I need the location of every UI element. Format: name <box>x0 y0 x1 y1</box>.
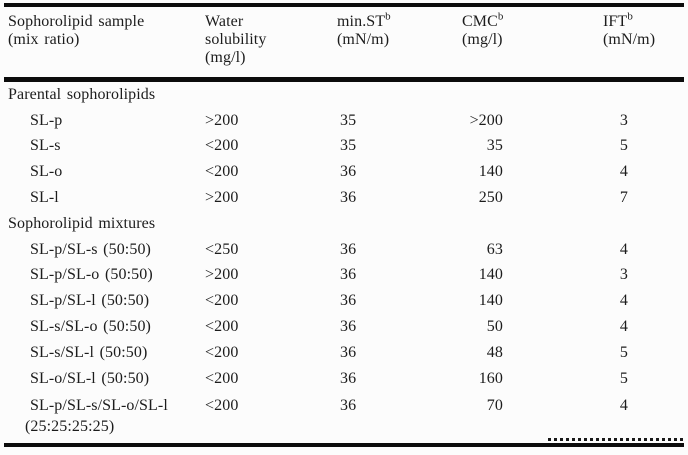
sample-label: SL-l <box>30 189 59 207</box>
water-solubility-value: <200 <box>205 292 239 310</box>
sample-label: SL-p/SL-s/SL-o/SL-l (25:25:25:25) <box>4 395 205 437</box>
cmc-value: 70 <box>486 396 503 414</box>
table-body: Parental sophorolipids SL-p >200 35 >200… <box>4 82 684 448</box>
ift-value: 4 <box>619 396 628 414</box>
ift-value: 3 <box>619 266 628 284</box>
water-solubility-value: >200 <box>205 111 239 129</box>
min-st-value: 36 <box>340 163 357 181</box>
min-st-value: 36 <box>340 343 357 361</box>
water-solubility-value: <200 <box>205 137 239 155</box>
section-header-mixtures: Sophorolipid mixtures <box>8 214 156 232</box>
table-row: SL-p >200 35 >200 3 <box>4 108 684 134</box>
cmc-value: 140 <box>478 292 503 310</box>
min-st-value: 36 <box>340 189 357 207</box>
cmc-value: 140 <box>478 266 503 284</box>
water-solubility-value: <250 <box>205 240 239 258</box>
min-st-value: 35 <box>340 137 357 155</box>
mix-ratio: (25:25:25:25) <box>25 417 115 435</box>
ift-value: 4 <box>619 318 628 336</box>
table-row: SL-p/SL-l (50:50) <200 36 140 4 <box>4 288 684 314</box>
ift-value: 5 <box>619 369 628 387</box>
sample-label: SL-o <box>30 163 63 181</box>
column-header-min-st: min.STb (mN/m) <box>337 10 391 48</box>
sample-label: SL-s/SL-l (50:50) <box>30 343 148 361</box>
water-solubility-value: <200 <box>205 343 239 361</box>
sample-label: SL-s <box>30 137 61 155</box>
cmc-value: 48 <box>486 343 503 361</box>
table-row: SL-p/SL-s (50:50) <250 36 63 4 <box>4 237 684 263</box>
sample-label: SL-o/SL-l (50:50) <box>30 369 150 387</box>
min-st-value: 36 <box>340 396 357 414</box>
column-header-ift: IFTb (mN/m) <box>603 10 656 48</box>
ift-value: 4 <box>619 292 628 310</box>
table-row: SL-s/SL-l (50:50) <200 36 48 5 <box>4 340 684 366</box>
cmc-value: 160 <box>478 369 503 387</box>
table-row: SL-s/SL-o (50:50) <200 36 50 4 <box>4 314 684 340</box>
water-solubility-value: <200 <box>205 396 239 414</box>
footnote-marker-b: b <box>497 10 504 23</box>
ift-value: 4 <box>619 240 628 258</box>
cmc-value: 50 <box>486 318 503 336</box>
table-row: SL-o/SL-l (50:50) <200 36 160 5 <box>4 366 684 392</box>
ift-value: 3 <box>619 111 628 129</box>
cmc-value: 35 <box>486 137 503 155</box>
ift-value: 4 <box>619 163 628 181</box>
ift-value: 7 <box>619 189 628 207</box>
water-solubility-value: >200 <box>205 266 239 284</box>
min-st-value: 36 <box>340 318 357 336</box>
column-header-sample: Sophorolipid sample (mix ratio) <box>8 13 145 48</box>
scan-artifact <box>548 438 686 441</box>
table-row: SL-p/SL-s/SL-o/SL-l (25:25:25:25) <200 3… <box>4 392 684 444</box>
water-solubility-value: <200 <box>205 369 239 387</box>
sample-label: SL-p/SL-s (50:50) <box>30 240 151 258</box>
cmc-value: >200 <box>469 111 503 129</box>
ift-value: 5 <box>619 137 628 155</box>
cmc-value: 63 <box>486 240 503 258</box>
table-row: SL-s <200 35 35 5 <box>4 134 684 160</box>
table-row: SL-l >200 36 250 7 <box>4 185 684 211</box>
column-header-water-solubility: Water solubility (mg/l) <box>205 13 267 66</box>
water-solubility-value: >200 <box>205 189 239 207</box>
footnote-marker-b: b <box>385 10 391 23</box>
table-row: SL-p/SL-o (50:50) >200 36 140 3 <box>4 263 684 289</box>
water-solubility-value: <200 <box>205 318 239 336</box>
min-st-value: 36 <box>340 240 357 258</box>
table-row: SL-o <200 36 140 4 <box>4 159 684 185</box>
section-header-parental: Parental sophorolipids <box>8 85 156 103</box>
sophorolipid-properties-table: Sophorolipid sample (mix ratio) Water so… <box>4 3 684 448</box>
ift-value: 5 <box>619 343 628 361</box>
table-header-row: Sophorolipid sample (mix ratio) Water so… <box>4 3 684 82</box>
min-st-value: 36 <box>340 369 357 387</box>
min-st-value: 36 <box>340 266 357 284</box>
sample-label: SL-p <box>30 111 63 129</box>
cmc-value: 250 <box>478 189 503 207</box>
footnote-marker-b: b <box>627 10 633 23</box>
min-st-value: 36 <box>340 292 357 310</box>
sample-label: SL-p/SL-o (50:50) <box>30 266 153 284</box>
sample-name: SL-p/SL-s/SL-o/SL-l <box>30 396 168 414</box>
sample-label: SL-s/SL-o (50:50) <box>30 318 151 336</box>
column-header-cmc: CMCb (mg/l) <box>462 10 504 48</box>
sample-label: SL-p/SL-l (50:50) <box>30 292 150 310</box>
min-st-value: 35 <box>340 111 357 129</box>
water-solubility-value: <200 <box>205 163 239 181</box>
cmc-value: 140 <box>478 163 503 181</box>
